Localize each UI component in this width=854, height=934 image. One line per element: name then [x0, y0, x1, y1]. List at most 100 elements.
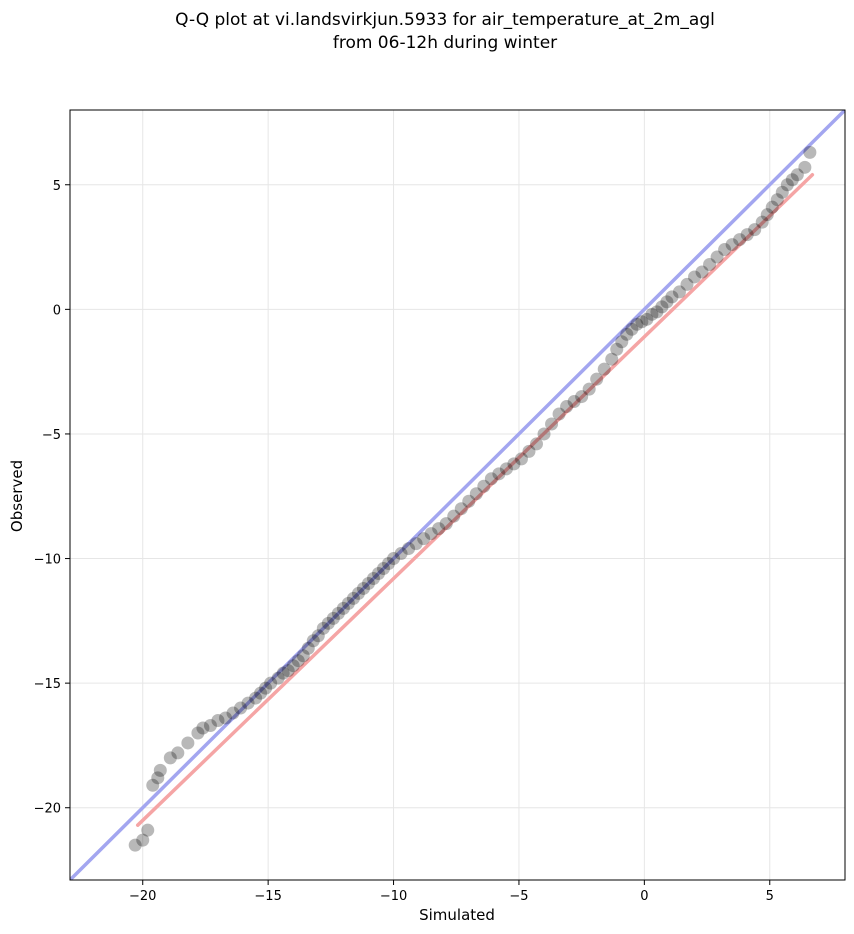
data-point — [311, 629, 325, 643]
y-tick-label: −5 — [42, 428, 61, 443]
data-point — [645, 307, 659, 321]
data-point — [146, 778, 160, 792]
data-point — [128, 838, 142, 852]
data-point — [785, 173, 799, 187]
data-point — [703, 257, 717, 271]
data-point — [306, 634, 320, 648]
data-point — [695, 265, 709, 279]
axis-ticks: −20 −15 −10 −5 0 5 −20 −15 −10 −5 0 5 — [34, 179, 774, 904]
data-point — [740, 228, 754, 242]
data-point — [462, 494, 476, 508]
data-point — [499, 462, 513, 476]
data-point — [371, 566, 385, 580]
data-points — [128, 145, 817, 852]
data-point — [545, 417, 559, 431]
data-point — [790, 168, 804, 182]
data-point — [665, 290, 679, 304]
plot-frame — [69, 109, 846, 881]
data-point — [530, 437, 544, 451]
data-point — [153, 763, 167, 777]
data-point — [281, 664, 295, 678]
x-tick-label: −20 — [129, 889, 156, 904]
y-tick-label: −15 — [34, 677, 61, 692]
data-point — [672, 285, 686, 299]
data-point — [291, 654, 305, 668]
x-tick-label: 5 — [766, 889, 774, 904]
data-point — [234, 701, 248, 715]
data-point — [597, 362, 611, 376]
data-point — [136, 833, 150, 847]
data-point — [191, 726, 205, 740]
data-point — [341, 596, 355, 610]
data-point — [688, 270, 702, 284]
reference-line — [70, 110, 845, 880]
data-point — [748, 223, 762, 237]
data-point — [409, 537, 423, 551]
data-point — [640, 312, 654, 326]
data-point — [424, 527, 438, 541]
data-point — [259, 681, 273, 695]
data-point — [798, 160, 812, 174]
data-point — [417, 532, 431, 546]
data-point — [241, 696, 255, 710]
data-point — [454, 502, 468, 516]
data-point — [377, 562, 391, 576]
y-tick-label: −10 — [34, 553, 61, 568]
data-point — [276, 666, 290, 680]
data-point — [203, 719, 217, 733]
data-point — [296, 649, 310, 663]
data-point — [615, 335, 629, 349]
data-point — [567, 395, 581, 409]
lines-layer — [70, 110, 845, 880]
data-point — [765, 200, 779, 214]
data-point — [780, 178, 794, 192]
data-point — [610, 342, 624, 356]
data-point — [301, 641, 315, 655]
data-point — [382, 557, 396, 571]
data-point — [432, 522, 446, 536]
y-tick-label: 5 — [53, 179, 61, 194]
data-point — [755, 215, 769, 229]
data-point — [264, 676, 278, 690]
data-point — [366, 571, 380, 585]
data-point — [271, 671, 285, 685]
data-point — [477, 479, 491, 493]
chart-title-line2: from 06-12h during winter — [333, 33, 557, 53]
data-point — [655, 300, 669, 314]
x-axis-label: Simulated — [419, 906, 495, 924]
data-point — [226, 706, 240, 720]
data-point — [336, 601, 350, 615]
data-point — [620, 327, 634, 341]
data-point — [326, 611, 340, 625]
data-point — [387, 552, 401, 566]
data-point — [605, 352, 619, 366]
data-point — [196, 721, 210, 735]
data-point — [537, 427, 551, 441]
data-point — [219, 711, 233, 725]
data-point — [660, 295, 674, 309]
data-point — [254, 686, 268, 700]
data-point — [151, 771, 165, 785]
data-point — [439, 517, 453, 531]
data-point — [321, 616, 335, 630]
data-point — [394, 547, 408, 561]
x-tick-label: −15 — [254, 889, 281, 904]
data-point — [733, 233, 747, 247]
data-point — [522, 444, 536, 458]
data-point — [346, 591, 360, 605]
data-point — [492, 467, 506, 481]
data-point — [286, 659, 300, 673]
fit-line — [135, 173, 815, 827]
data-point — [680, 277, 694, 291]
data-point — [650, 305, 664, 319]
data-point — [760, 208, 774, 222]
data-point — [590, 372, 604, 386]
y-axis-label: Observed — [8, 460, 26, 532]
data-point — [560, 400, 574, 414]
data-point — [718, 243, 732, 257]
data-point — [316, 621, 330, 635]
data-point — [356, 581, 370, 595]
x-tick-label: −5 — [509, 889, 528, 904]
data-point — [402, 542, 416, 556]
